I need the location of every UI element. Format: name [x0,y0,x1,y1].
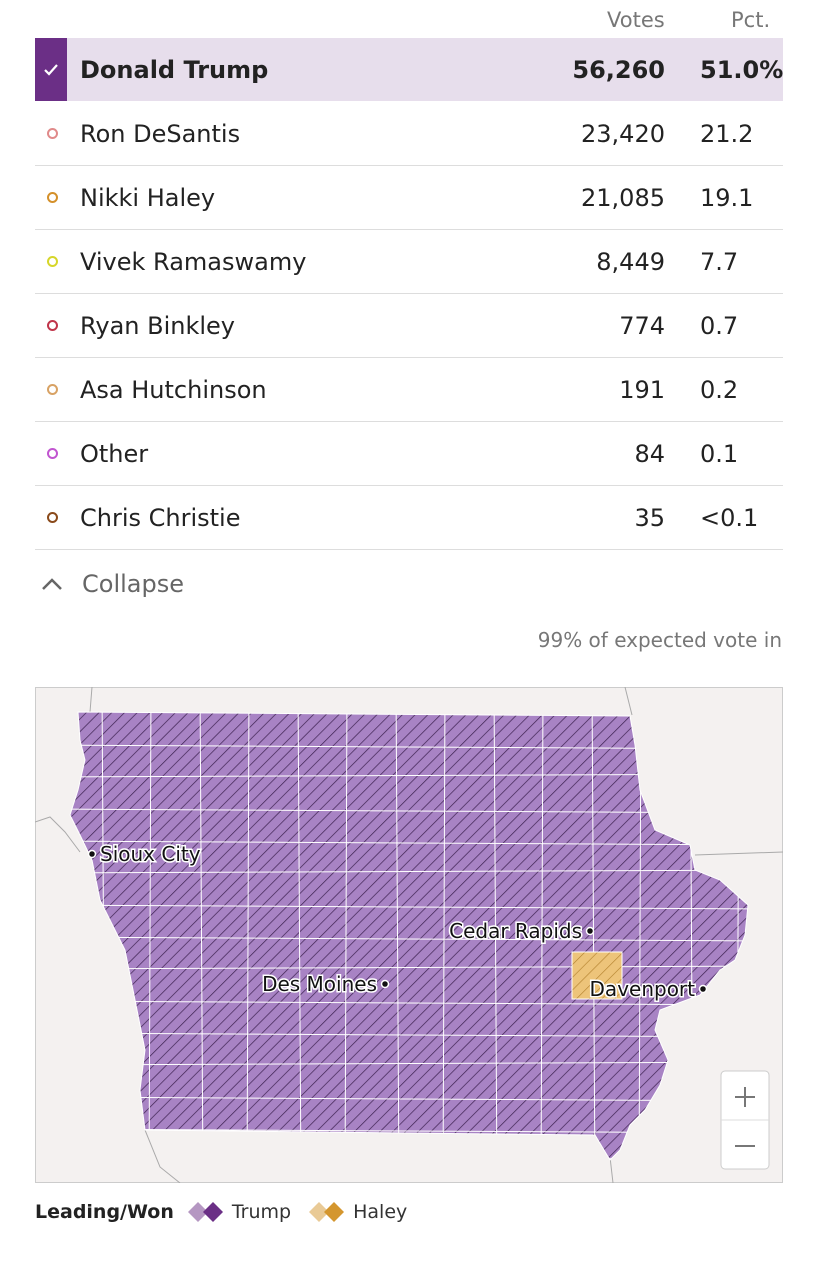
candidate-name: Ron DeSantis [80,120,241,148]
county-line [442,712,446,1160]
zoom-in[interactable] [735,1087,755,1107]
candidate-votes: 191 [619,376,665,404]
swatch-diamond [187,1202,208,1222]
candidate-dot [47,448,58,459]
candidate-name: Donald Trump [80,56,269,84]
result-row: Donald Trump 56,260 51.0% [35,38,783,101]
county-line [297,712,302,1160]
county-line [344,712,348,1160]
candidate-votes: 21,085 [581,184,665,212]
legend-label: Trump [231,1201,292,1223]
county-line [70,1000,748,1006]
county-line [70,1061,748,1066]
result-row: Ryan Binkley 774 0.7 [35,294,783,358]
candidate-pct: 7.7 [700,248,739,276]
candidate-dot [47,384,58,395]
check-icon [44,64,58,76]
city-dot [698,984,708,994]
county-line [540,712,544,1160]
candidate-dot [47,320,58,331]
collapse-icon[interactable] [40,575,64,593]
swatch-diamond [202,1202,223,1222]
candidate-votes: 8,449 [596,248,665,276]
candidate-votes: 774 [619,312,665,340]
city-dot [87,849,97,859]
state-borders [35,687,783,1183]
expected-vote: 99% of expected vote in [537,628,782,652]
result-row: Chris Christie 35 <0.1 [35,486,783,550]
county-line [70,936,748,942]
candidate-name: Ryan Binkley [80,312,235,340]
pct-header: Pct. [731,8,771,32]
city-dot [380,979,390,989]
collapse-button[interactable]: Collapse [82,570,184,598]
county-line [493,712,498,1160]
candidate-votes: 56,260 [572,56,665,84]
county-line [395,712,400,1160]
zoom-controls[interactable] [720,1070,770,1170]
candidate-name: Other [80,440,149,468]
candidate-pct: 21.2 [700,120,754,148]
iowa-counties [69,711,749,1161]
swatch-diamond [324,1202,345,1222]
result-row: Asa Hutchinson 191 0.2 [35,358,783,422]
city-label: Davenport [590,977,696,1001]
city-label: Cedar Rapids [449,919,582,943]
result-row: Ron DeSantis 23,420 21.2 [35,102,783,166]
candidate-votes: 35 [634,504,665,532]
candidate-votes: 84 [634,440,665,468]
candidate-name: Asa Hutchinson [80,376,267,404]
swatch-diamond [309,1202,330,1222]
result-row: Nikki Haley 21,085 19.1 [35,166,783,230]
candidate-votes: 23,420 [581,120,665,148]
candidate-dot [47,256,58,267]
county-line [70,869,748,874]
city-labels: Sioux City Cedar Rapids Des Moines Davenpor… [87,841,708,1003]
candidate-dot [47,192,58,203]
county-line [70,965,748,970]
county-line [246,712,250,1160]
legend-label: Haley [353,1201,408,1223]
candidate-pct: 0.2 [700,376,739,404]
candidate-pct: 51.0% [700,56,784,84]
result-row: Vivek Ramaswamy 8,449 7.7 [35,230,783,294]
candidate-name: Vivek Ramaswamy [80,248,307,276]
legend-swatch [309,1202,345,1222]
haley-county [571,951,623,1000]
map[interactable]: Sioux City Cedar Rapids Des Moines Davenpor… [35,687,783,1183]
iowa-shape [70,712,748,1160]
county-line [70,904,748,910]
city-dot [585,926,595,936]
result-row: Other 84 0.1 [35,422,783,486]
candidate-pct: 0.1 [700,440,739,468]
city-label: Sioux City [100,842,201,866]
county-line [148,712,152,1160]
winner-check [35,38,67,101]
candidate-pct: 0.7 [700,312,739,340]
candidate-pct: 19.1 [700,184,754,212]
legend-title: Leading/Won [35,1201,174,1223]
candidate-dot [47,512,58,523]
legend: Leading/Won Trump Haley [35,1200,425,1224]
candidate-dot [47,128,58,139]
city-label: Des Moines [262,972,377,996]
candidate-pct: <0.1 [700,504,759,532]
county-line [70,840,748,846]
county-line [199,712,204,1160]
candidate-name: Nikki Haley [80,184,216,212]
candidate-name: Chris Christie [80,504,241,532]
legend-swatch [187,1202,223,1222]
votes-header: Votes [607,8,665,32]
